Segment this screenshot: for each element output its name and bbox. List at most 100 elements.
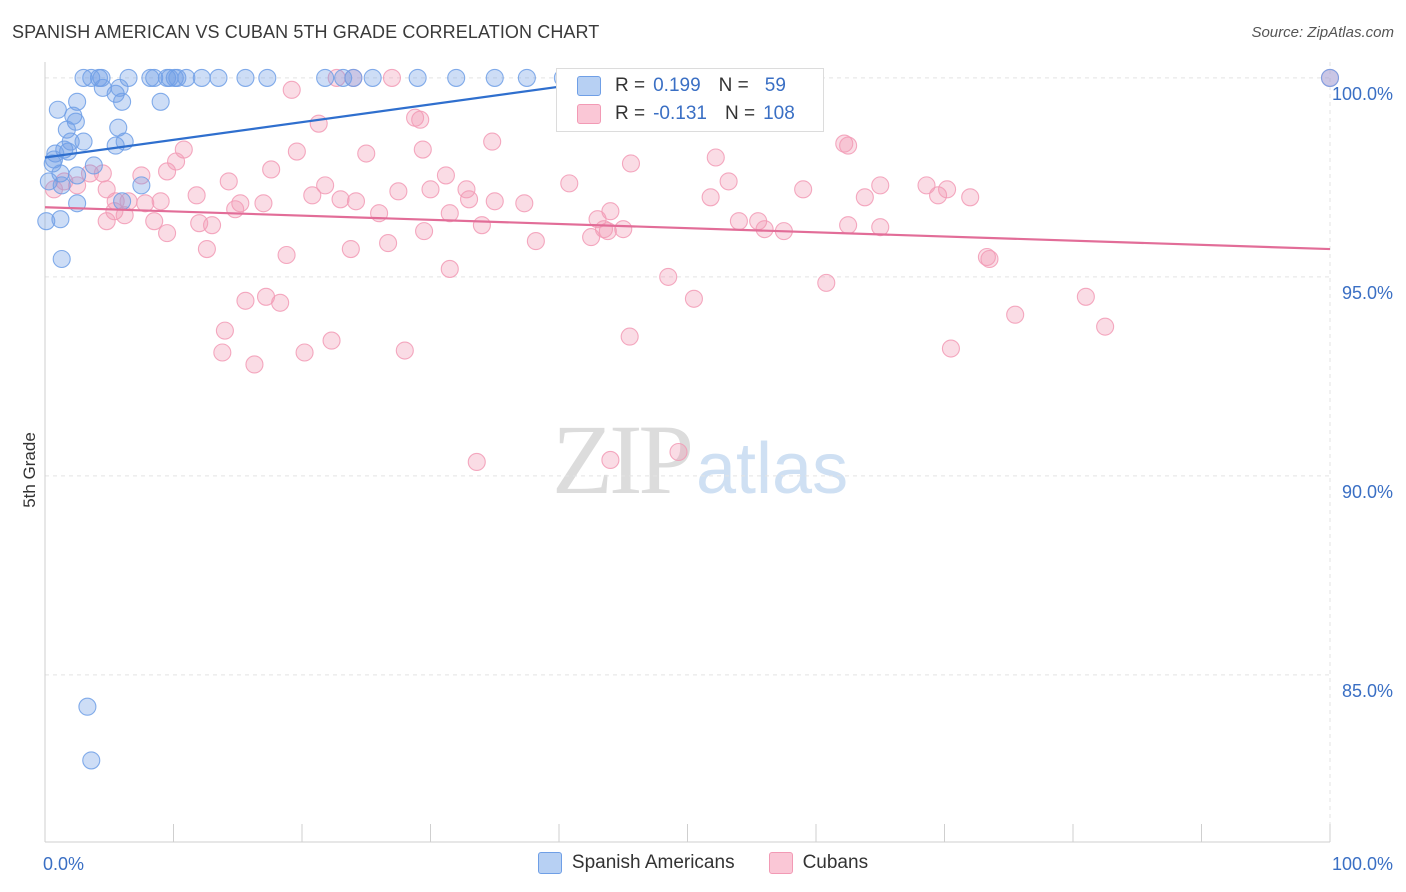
cubans-point <box>515 194 534 213</box>
cubans-points <box>44 68 1340 471</box>
cubans-point <box>167 152 186 171</box>
correlation-legend: R = 0.199 N = 59 R = -0.131 N = 108 <box>556 68 824 132</box>
cubans-point <box>105 202 124 221</box>
legend-swatch-pink <box>577 104 601 124</box>
legend-row-spanish-americans: R = 0.199 N = 59 <box>577 72 786 100</box>
trend-lines <box>44 76 1331 251</box>
cubans-point <box>158 224 177 243</box>
spanish-americans-point <box>363 68 382 87</box>
cubans-point <box>262 160 281 179</box>
cubans-point <box>440 204 459 223</box>
cubans-point <box>346 192 366 211</box>
spanish-americans-point <box>113 192 132 211</box>
spanish-americans-point <box>82 68 101 87</box>
legend-n-label: N = <box>718 75 749 96</box>
spanish-americans-point <box>1320 68 1340 87</box>
cubans-point <box>669 442 688 462</box>
cubans-point <box>839 136 858 155</box>
x-tick-label-min: 0.0% <box>43 854 84 874</box>
series-legend-spanish-americans[interactable]: Spanish Americans <box>537 852 735 874</box>
cubans-point <box>245 355 264 374</box>
chart-title: SPANISH AMERICAN VS CUBAN 5TH GRADE CORR… <box>12 22 600 42</box>
cubans-point <box>197 239 216 259</box>
y-tick-label: 85.0% <box>1342 681 1393 701</box>
spanish-americans-point <box>48 100 67 119</box>
spanish-americans-point <box>485 68 504 87</box>
cubans-point <box>203 216 222 235</box>
cubans-point <box>871 218 890 237</box>
cubans-point <box>977 247 996 267</box>
cubans-point <box>980 249 999 269</box>
cubans-point <box>187 186 206 205</box>
cubans-point <box>684 289 703 308</box>
spanish-americans-point <box>408 68 427 87</box>
cubans-point <box>379 234 398 253</box>
spanish-americans-point <box>344 68 363 87</box>
cubans-trend-line <box>44 206 1331 251</box>
cubans-point <box>472 216 491 235</box>
legend-row-cubans: R = -0.131 N = 108 <box>577 100 795 128</box>
spanish-americans-point <box>145 68 164 87</box>
cubans-point <box>357 144 376 163</box>
cubans-point <box>588 210 607 229</box>
cubans-point <box>755 220 774 239</box>
cubans-point <box>582 228 601 247</box>
legend-n-value: 108 <box>763 103 795 124</box>
legend-swatch-blue <box>577 76 601 96</box>
cubans-point <box>316 176 335 195</box>
series-swatch-pink <box>768 852 793 874</box>
cubans-point <box>526 232 545 251</box>
cubans-point <box>483 132 502 151</box>
cubans-point <box>620 327 639 346</box>
cubans-point <box>421 180 440 199</box>
spanish-americans-point <box>37 212 56 231</box>
cubans-point <box>415 222 434 241</box>
x-tick-label-max: 100.0% <box>1332 854 1393 874</box>
cubans-point <box>1006 305 1025 324</box>
cubans-point <box>219 172 238 191</box>
cubans-point <box>485 192 504 211</box>
cubans-point <box>1096 317 1115 336</box>
cubans-point <box>309 114 328 133</box>
cubans-point <box>68 176 87 195</box>
cubans-point <box>341 239 360 259</box>
spanish-americans-point <box>84 156 103 175</box>
cubans-point <box>322 331 341 350</box>
cubans-point <box>236 291 255 310</box>
axes <box>44 62 1331 843</box>
cubans-point <box>395 341 414 360</box>
spanish-americans-point <box>192 68 211 87</box>
y-tick-label: 90.0% <box>1342 482 1393 502</box>
legend-r-value: 0.199 <box>653 75 701 96</box>
legend-r-label: R = <box>615 75 646 96</box>
spanish-americans-point <box>517 68 536 87</box>
tick-labels: 100.0% 95.0% 90.0% 85.0% 0.0% 100.0% <box>43 84 1393 874</box>
spanish-americans-point <box>447 68 466 87</box>
cubans-point <box>614 220 633 239</box>
series-legend-label: Cubans <box>802 852 869 873</box>
spanish-americans-point <box>92 68 111 87</box>
cubans-point <box>598 222 617 241</box>
cubans-point <box>282 80 301 99</box>
cubans-point <box>459 190 479 209</box>
cubans-point <box>226 200 245 219</box>
cubans-point <box>436 166 455 185</box>
cubans-point <box>132 166 151 185</box>
spanish-americans-point <box>316 68 335 87</box>
cubans-point <box>97 212 116 231</box>
spanish-americans-point <box>74 132 93 151</box>
cubans-point <box>1076 287 1095 306</box>
spanish-americans-point <box>43 154 62 173</box>
spanish-americans-point <box>334 68 353 87</box>
cubans-point <box>917 176 936 195</box>
cubans-point <box>855 188 874 207</box>
spanish-americans-point <box>52 249 71 269</box>
cubans-point <box>411 110 430 129</box>
legend-r-value: -0.131 <box>653 103 707 124</box>
series-legend-cubans[interactable]: Cubans <box>768 852 869 874</box>
cubans-point <box>601 202 620 221</box>
cubans-point <box>839 216 858 235</box>
cubans-point <box>467 452 486 471</box>
cubans-point <box>961 188 980 207</box>
